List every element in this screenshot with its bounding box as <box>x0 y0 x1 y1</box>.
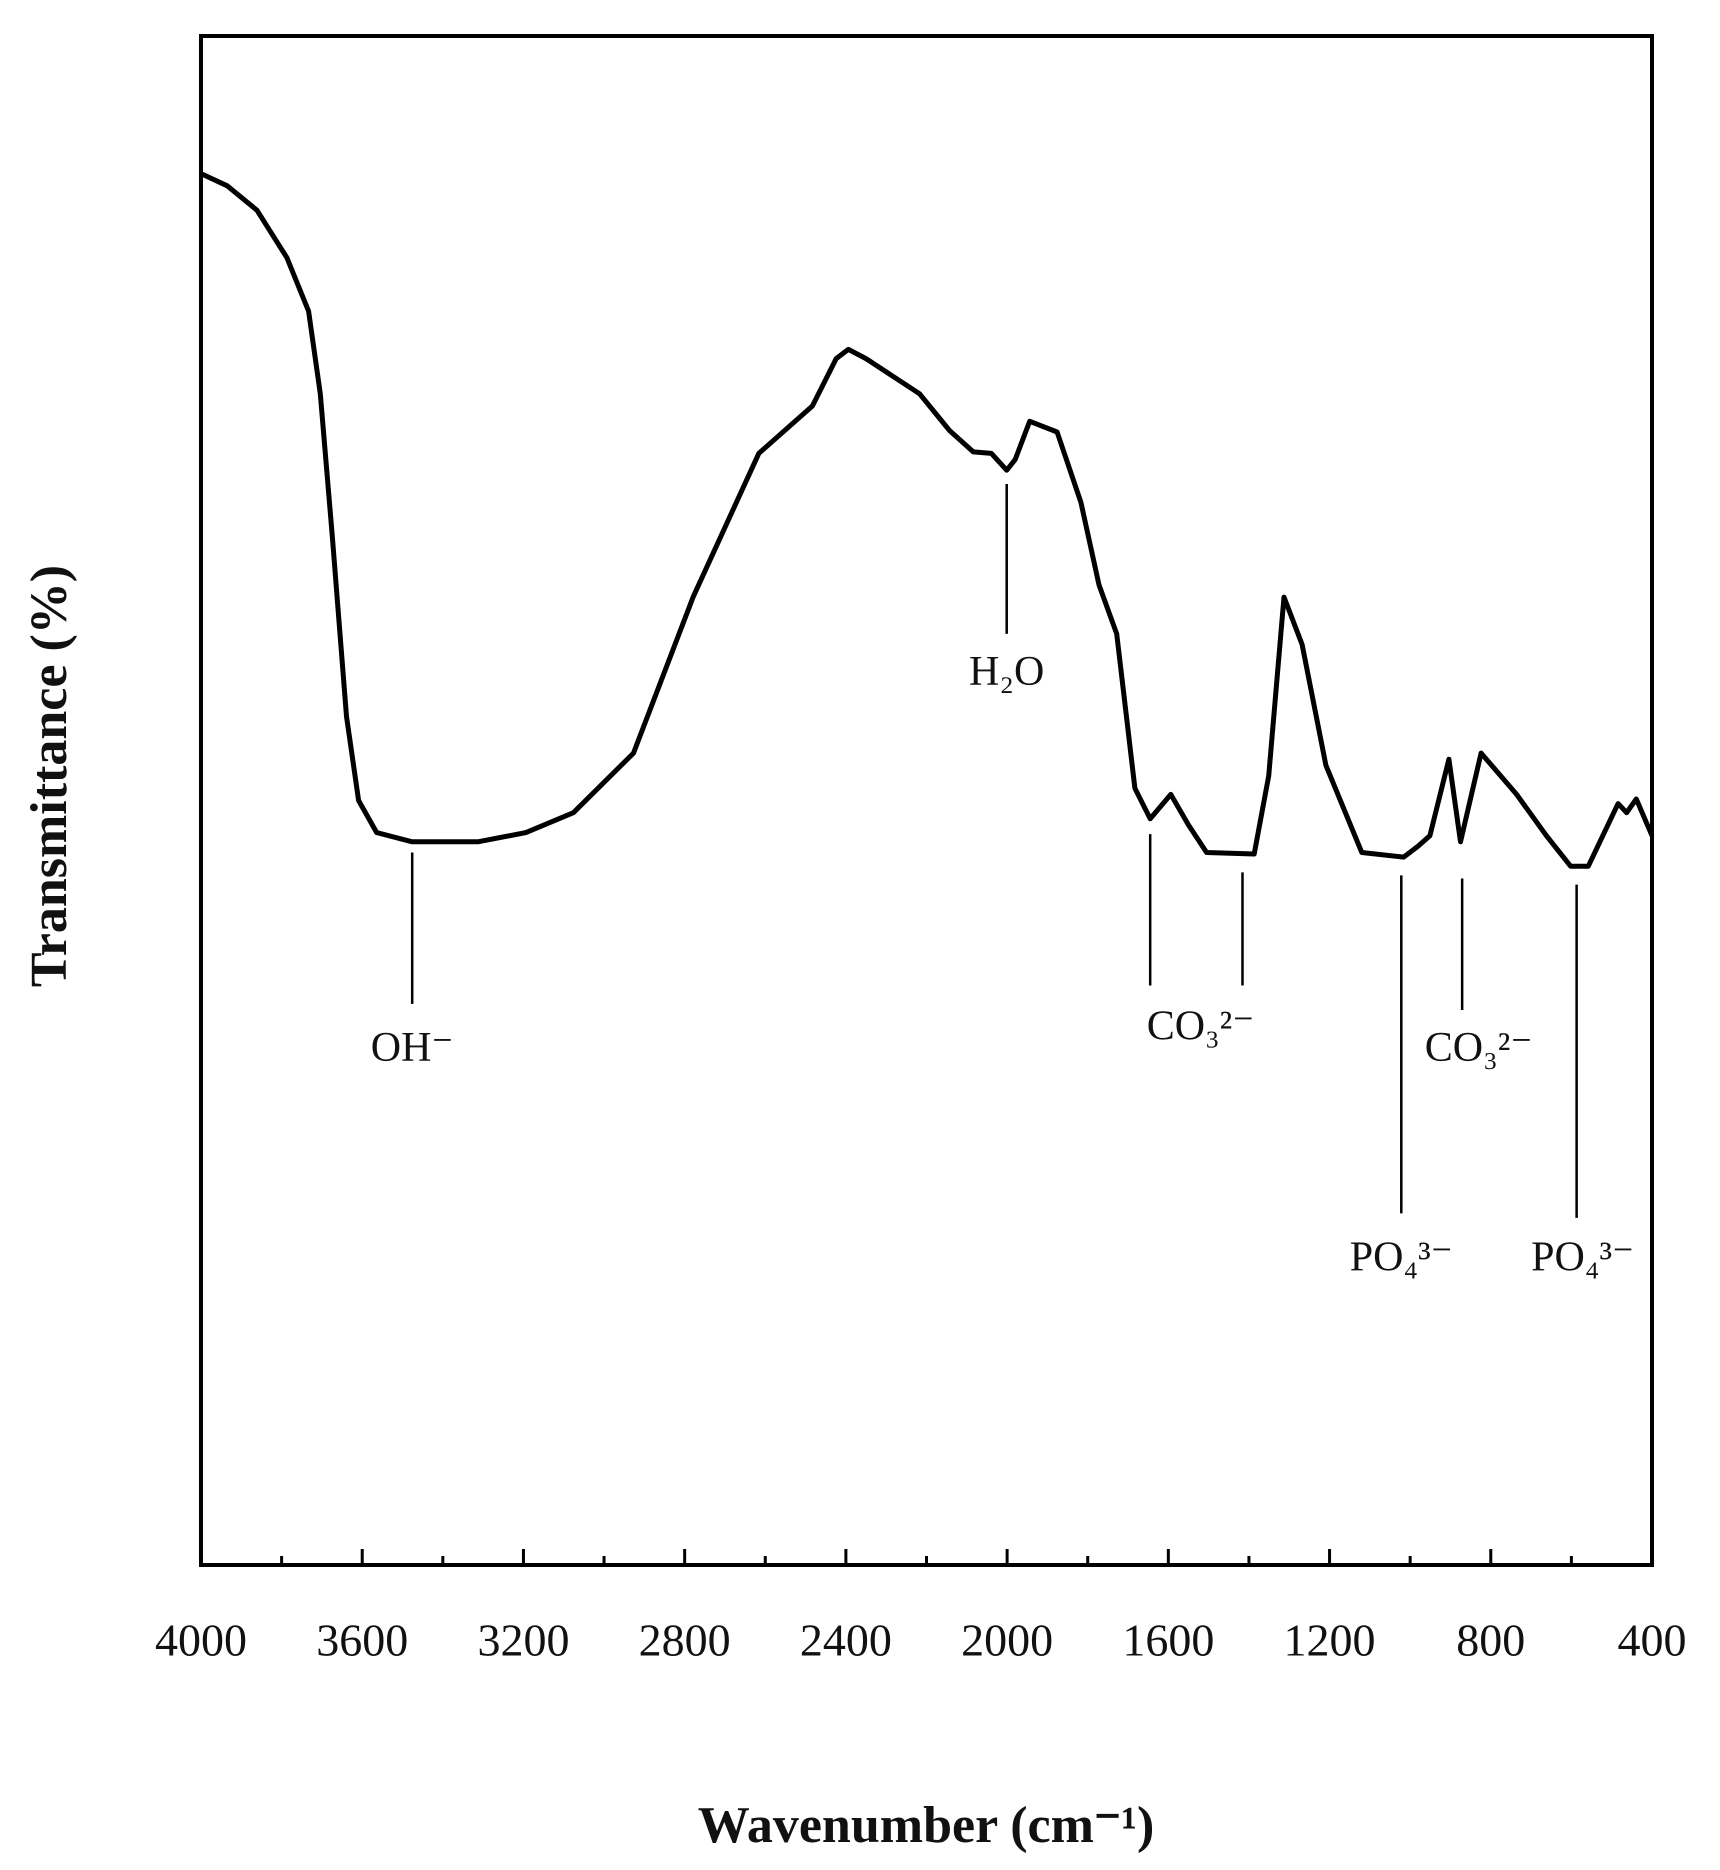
x-tick-label: 800 <box>1456 1615 1525 1666</box>
annotation-label: OH⁻ <box>371 1025 454 1071</box>
x-tick-label: 1200 <box>1284 1615 1376 1666</box>
spectrum-line <box>199 171 1655 869</box>
x-tick-label: 4000 <box>155 1615 247 1666</box>
annotation-label: H₂O <box>969 649 1044 695</box>
x-axis-label: Wavenumber (cm⁻¹) <box>698 1797 1155 1854</box>
x-tick-label: 400 <box>1618 1615 1687 1666</box>
x-tick-label: 1600 <box>1122 1615 1214 1666</box>
plot-frame <box>199 34 1654 1567</box>
annotation-label: PO₄³⁻ <box>1531 1234 1634 1280</box>
annotation-label: CO₃²⁻ <box>1147 1003 1255 1049</box>
annotation-label: PO₄³⁻ <box>1350 1234 1453 1280</box>
x-tick-label: 2000 <box>961 1615 1053 1666</box>
x-tick-label: 3200 <box>477 1615 569 1666</box>
x-tick-label: 2400 <box>800 1615 892 1666</box>
x-tick-label: 2800 <box>639 1615 731 1666</box>
x-tick-label: 3600 <box>316 1615 408 1666</box>
y-axis-label: Transmittance (%) <box>21 565 78 987</box>
annotation-label: CO₃²⁻ <box>1425 1025 1533 1071</box>
